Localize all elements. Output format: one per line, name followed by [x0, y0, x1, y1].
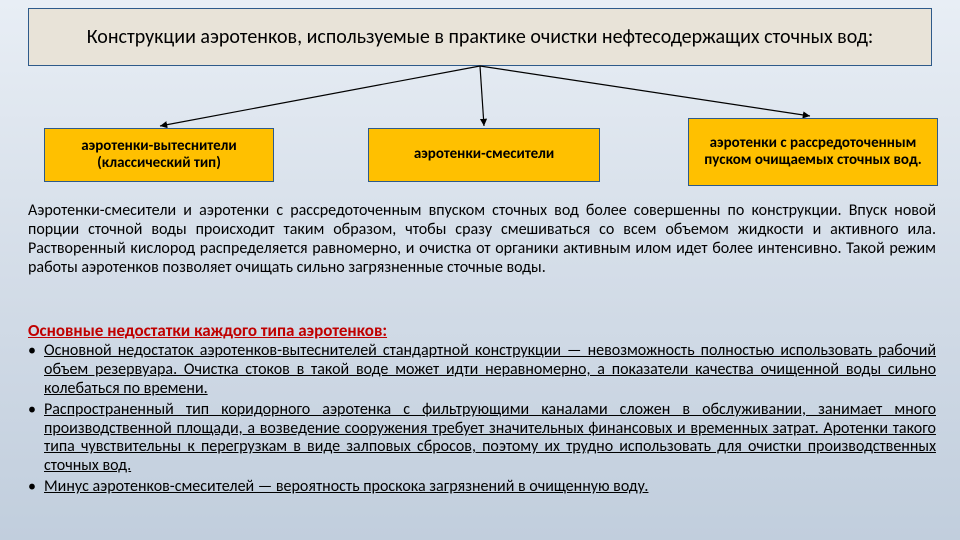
bullet-item: Основной недостаток аэротенков-вытесните…	[28, 342, 936, 399]
branch-box-1: аэротенки-вытеснители (классический тип)	[44, 128, 274, 182]
bullet-item: Минус аэротенков-смесителей — вероятност…	[28, 478, 936, 497]
branch-label-2: аэротенки-смесители	[414, 146, 554, 163]
section-title: Основные недостатки каждого типа аэротен…	[28, 320, 387, 341]
branch-box-2: аэротенки-смесители	[368, 128, 600, 182]
branch-label-3: аэротенки с рассредоточенным пуском очищ…	[695, 135, 931, 170]
bullet-item: Распространенный тип коридорного аэротен…	[28, 401, 936, 477]
main-paragraph: Аэротенки-смесители и аэротенки с рассре…	[28, 202, 936, 278]
bullets-list: Основной недостаток аэротенков-вытесните…	[28, 342, 936, 499]
branch-box-3: аэротенки с рассредоточенным пуском очищ…	[688, 118, 938, 186]
branch-label-1: аэротенки-вытеснители (классический тип)	[51, 138, 267, 173]
